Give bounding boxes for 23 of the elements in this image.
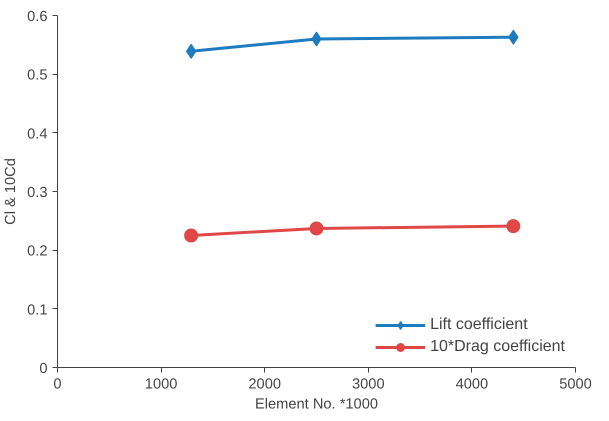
legend-label: 10*Drag coefficient bbox=[430, 338, 565, 356]
x-tick-label: 2000 bbox=[248, 376, 282, 392]
point bbox=[186, 44, 196, 59]
point bbox=[184, 228, 198, 242]
x-tick-label: 4000 bbox=[456, 376, 488, 392]
y-tick-label: 0.1 bbox=[27, 302, 48, 318]
x-tick-label: 3000 bbox=[352, 376, 385, 392]
point bbox=[310, 221, 324, 236]
y-tick-label: 0.6 bbox=[27, 9, 48, 25]
legend-label: Lift coefficient bbox=[430, 316, 528, 334]
point bbox=[508, 30, 519, 45]
x-tick-label: 1000 bbox=[144, 376, 178, 392]
y-tick-label: 0.2 bbox=[27, 244, 48, 260]
y-tick-label: 0.4 bbox=[27, 126, 48, 142]
x-tick-label: 5000 bbox=[559, 376, 592, 392]
x-tick-label: 0 bbox=[53, 376, 62, 392]
x-axis-title: Element No. *1000 bbox=[254, 396, 378, 412]
point bbox=[506, 219, 520, 234]
y-axis-title: Cl & 10Cd bbox=[3, 158, 20, 225]
y-tick-label: 0.3 bbox=[27, 185, 48, 201]
y-tick-label: 0 bbox=[39, 361, 48, 377]
y-tick-label: 0.5 bbox=[27, 68, 48, 84]
point bbox=[311, 31, 322, 46]
